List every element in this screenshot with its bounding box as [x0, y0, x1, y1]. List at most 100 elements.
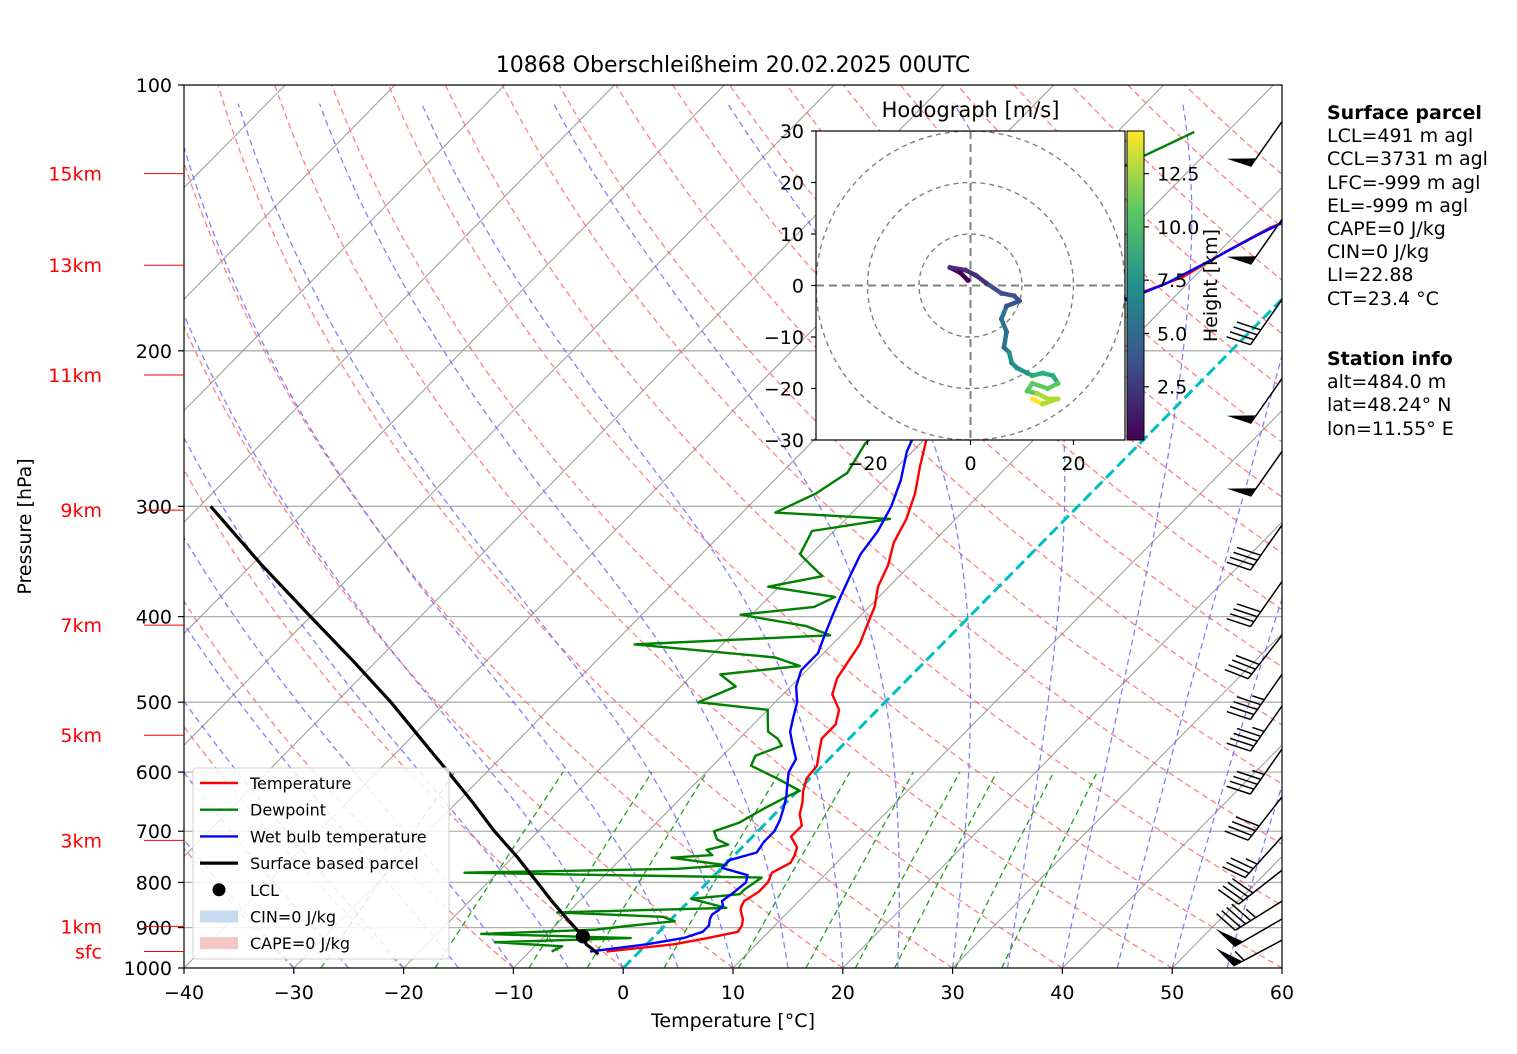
hodo-y-tick-label: −20	[764, 379, 804, 401]
chart-title: 10868 Oberschleißheim 20.02.2025 00UTC	[496, 53, 971, 78]
barb-pennant	[1226, 415, 1257, 424]
hodo-point	[998, 290, 1005, 296]
hodo-point	[1034, 391, 1041, 397]
x-tick-label: −20	[384, 982, 424, 1004]
hodo-point	[1040, 370, 1046, 376]
legend-lcl-label: LCL	[250, 881, 279, 900]
x-tick-label: 0	[617, 982, 629, 1004]
wind-barb	[1226, 581, 1283, 628]
barb-full	[1227, 881, 1249, 898]
hodo-point	[1029, 373, 1035, 379]
hodo-point	[965, 277, 971, 283]
hodo-y-tick-label: 30	[780, 121, 804, 143]
hodo-title: Hodograph [m/s]	[882, 98, 1060, 122]
colorbar-tick-label: 5.0	[1157, 323, 1187, 345]
height-label: 5km	[60, 725, 102, 747]
station-lon: lon=11.55° E	[1327, 417, 1454, 440]
isotherm-line	[952, 632, 1282, 968]
isotherm-line	[184, 85, 725, 635]
legend-cape-label: CAPE=0 J/kg	[250, 934, 350, 953]
y-tick-label: 900	[136, 918, 172, 940]
barb-full	[1231, 877, 1254, 894]
wind-barb	[1215, 939, 1283, 967]
wind-barb	[1224, 796, 1283, 841]
wind-barb	[1226, 378, 1283, 425]
barb-full	[1236, 546, 1262, 557]
hodo-point	[1024, 370, 1030, 376]
height-label: 11km	[48, 365, 102, 387]
hodo-point	[973, 272, 979, 278]
mixing-ratio-line	[738, 771, 851, 968]
hodo-point	[1006, 349, 1012, 356]
moist-adiabat	[421, 103, 844, 968]
height-label: 3km	[60, 830, 102, 852]
barb-full	[1231, 820, 1256, 832]
colorbar-label: Height [km]	[1200, 229, 1222, 342]
barb-full	[1228, 825, 1253, 837]
hodograph-inset: Hodograph [m/s] −20 0 20 30 20 10 0 −10 −20 −30 2.5…	[764, 98, 1222, 475]
wind-barb	[1224, 634, 1283, 680]
isotherm-line	[513, 186, 1282, 968]
barb-full	[1226, 742, 1251, 752]
hodo-point	[957, 270, 963, 276]
barb-staff	[1249, 673, 1283, 720]
hodo-x-tick-label: 20	[1061, 453, 1085, 475]
hodo-colorbar	[1126, 130, 1145, 441]
barb-full	[1231, 659, 1256, 670]
barb-full	[1224, 830, 1249, 841]
dry-adiabat	[330, 85, 1173, 968]
hodo-point	[1055, 380, 1061, 386]
legend-cape-swatch	[200, 937, 238, 950]
barb-full	[1229, 780, 1255, 790]
barb-full	[1236, 603, 1262, 613]
colorbar-tick-label: 12.5	[1157, 164, 1199, 186]
legend-dewpoint-label: Dewpoint	[250, 801, 326, 820]
barb-full	[1229, 556, 1255, 566]
barb-pennant	[1216, 929, 1243, 947]
barb-staff	[1249, 524, 1283, 571]
hodo-x-tick-label: 0	[964, 453, 976, 475]
barb-full	[1221, 910, 1241, 928]
hodo-segment	[983, 280, 1004, 296]
x-tick-label: 30	[941, 982, 965, 1004]
barb-full	[1236, 727, 1262, 738]
parcel-el: EL=-999 m agl	[1327, 194, 1469, 217]
barb-half	[1252, 695, 1265, 701]
station-lat: lat=48.24° N	[1327, 394, 1452, 417]
dry-adiabat	[184, 325, 734, 968]
parcel-cin: CIN=0 J/kg	[1327, 241, 1430, 264]
hodo-point	[1050, 373, 1056, 379]
x-tick-label: −40	[164, 982, 204, 1004]
moist-adiabat	[184, 436, 569, 968]
mixing-ratio-line	[586, 771, 708, 968]
barb-full	[1233, 775, 1258, 785]
barb-pennant	[1226, 256, 1257, 265]
height-label: 7km	[60, 615, 102, 637]
moist-adiabat	[237, 103, 734, 968]
hodo-point	[1055, 396, 1061, 402]
hodo-y-tick-label: 20	[780, 173, 804, 195]
x-tick-label: 20	[831, 982, 855, 1004]
hodo-segment	[1040, 396, 1061, 407]
parcel-li: LI=22.88	[1327, 264, 1414, 287]
barb-staff	[1249, 705, 1283, 752]
dry-adiabat	[184, 725, 405, 968]
legend-parcel-label: Surface based parcel	[250, 854, 419, 873]
hodo-point	[983, 280, 989, 286]
barb-full	[1226, 336, 1251, 346]
barb-staff	[1247, 634, 1283, 680]
barb-full	[1229, 705, 1255, 716]
x-tick-label: 10	[721, 982, 745, 1004]
x-axis-label: Temperature [°C]	[650, 1010, 815, 1032]
barb-staff	[1249, 581, 1283, 627]
barb-staff	[1249, 748, 1283, 795]
wind-barb	[1226, 299, 1283, 346]
parcel-lfc: LFC=-999 m agl	[1327, 171, 1481, 194]
barb-pennant	[1215, 948, 1243, 966]
wind-barbs	[1215, 121, 1283, 967]
hodo-y-tick-label: −30	[764, 430, 804, 452]
barb-staff	[1247, 796, 1283, 841]
wind-barb	[1226, 219, 1283, 265]
wind-barb	[1226, 121, 1283, 168]
hodo-point	[1045, 385, 1051, 392]
